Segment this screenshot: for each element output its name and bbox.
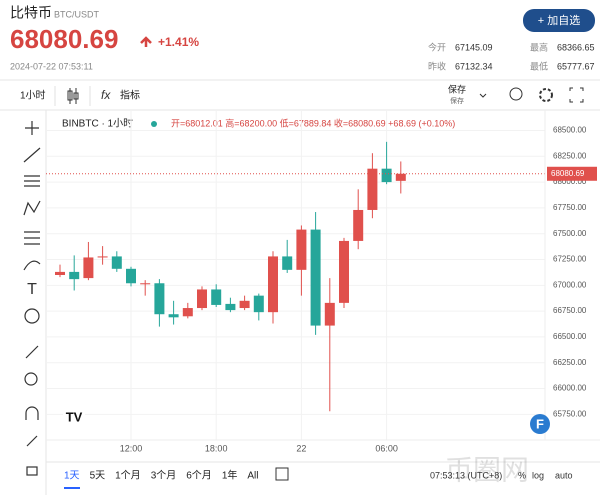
candle-body <box>140 283 151 285</box>
save[interactable]: 保存 <box>448 83 466 94</box>
plot <box>46 110 545 440</box>
coin-name: 比特币 <box>10 5 52 21</box>
svg-text:T: T <box>27 281 37 298</box>
y-tick-label: 67000.00 <box>553 280 587 289</box>
candle-body <box>182 308 193 317</box>
candle-icon[interactable] <box>67 88 79 104</box>
percent-toggle[interactable]: % <box>518 470 526 480</box>
candle-body <box>197 289 207 309</box>
candle-body <box>296 229 307 270</box>
y-tick-label: 68250.00 <box>553 151 587 160</box>
watch-button[interactable] <box>523 9 595 32</box>
stat-value: 68366.65 <box>557 42 595 52</box>
range-button[interactable]: 6个月 <box>186 470 212 482</box>
range-button[interactable]: 3个月 <box>151 470 177 482</box>
candle-body <box>367 168 378 210</box>
candle-body <box>126 268 136 284</box>
x-tick-label: 12:00 <box>120 443 143 453</box>
candle-body <box>239 300 250 309</box>
fullscreen-icon[interactable] <box>569 87 584 103</box>
range-button[interactable]: 1天 <box>64 471 80 482</box>
y-tick-label: 65750.00 <box>553 409 587 418</box>
candle-body <box>55 271 65 275</box>
stat-label: 昨收 <box>428 60 446 71</box>
range-button[interactable]: 1年 <box>222 469 238 482</box>
candle-body <box>211 289 222 305</box>
fx-icon[interactable]: fx <box>101 88 111 102</box>
stat-value: 67132.34 <box>455 61 493 71</box>
watermark: 币圈网 <box>445 454 529 485</box>
status-dot <box>151 121 157 127</box>
tv-logo <box>63 408 85 428</box>
candle-body <box>395 173 406 181</box>
candle-body <box>268 256 278 313</box>
candle-body <box>83 257 94 279</box>
y-tick-label: 66750.00 <box>553 306 587 315</box>
f-badge-text[interactable]: F <box>536 416 544 431</box>
stat-label: 最低 <box>530 60 548 71</box>
stat-value: 65777.67 <box>557 61 595 71</box>
log-toggle[interactable]: log <box>532 470 544 480</box>
settings-icon[interactable] <box>539 88 553 102</box>
range-button[interactable]: All <box>247 471 258 482</box>
candle-body <box>282 256 293 270</box>
x-tick-label: 22 <box>296 443 306 453</box>
candle-body <box>253 295 264 313</box>
stat-value: 67145.09 <box>455 42 493 52</box>
search-icon[interactable] <box>509 87 523 101</box>
y-tick-label: 66250.00 <box>553 358 587 367</box>
y-tick-label: 66500.00 <box>553 332 587 341</box>
candle-body <box>381 168 392 183</box>
candle-body <box>69 271 80 280</box>
last-price-tag <box>547 166 597 181</box>
range-button[interactable]: 5天 <box>90 471 106 482</box>
stat-label: 最高 <box>530 41 548 52</box>
change: +1.41% <box>158 35 199 49</box>
indicators[interactable]: 指标 <box>120 89 140 102</box>
legend-ohlc: 开=68012.01 高=68200.00 低=67889.84 收=68080… <box>171 117 455 128</box>
y-tick-label: 68500.00 <box>553 126 587 135</box>
candle-body <box>111 256 122 269</box>
stat-label: 今开 <box>428 41 446 52</box>
y-tick-label: 67750.00 <box>553 203 587 212</box>
tv-logo-text: TV <box>66 409 83 424</box>
candle-body <box>353 209 364 241</box>
dropdown[interactable] <box>479 93 487 98</box>
candle-body <box>225 303 236 311</box>
y-tick-label: 67500.00 <box>553 229 587 238</box>
pair: BTC/USDT <box>54 9 100 19</box>
watch-button-label[interactable]: + 加自选 <box>538 14 580 27</box>
calendar-icon[interactable] <box>275 467 289 481</box>
candle-body <box>310 229 321 326</box>
candle-body <box>168 314 179 318</box>
timestamp: 2024-07-22 07:53:11 <box>10 61 93 71</box>
y-tick-label: 66000.00 <box>553 384 587 393</box>
interval[interactable]: 1小时 <box>20 90 46 102</box>
last-price-label: 68080.69 <box>551 169 585 178</box>
y-tick-label: 67250.00 <box>553 255 587 264</box>
auto-toggle[interactable]: auto <box>555 470 573 480</box>
x-tick-label: 18:00 <box>205 443 228 453</box>
candle-body <box>324 302 335 326</box>
price: 68080.69 <box>10 24 118 54</box>
x-tick-label: 06:00 <box>375 443 398 453</box>
f-badge[interactable] <box>530 414 550 434</box>
up-arrow <box>140 36 152 47</box>
candle-body <box>154 283 165 315</box>
drawing-tools[interactable]: T <box>23 121 41 476</box>
candle-body <box>339 240 349 303</box>
save-sub[interactable]: 保存 <box>450 96 464 105</box>
y-tick-label: 68000.00 <box>553 177 587 186</box>
range-button[interactable]: 1个月 <box>115 470 141 482</box>
clock: 07:53:13 (UTC+8) <box>430 470 502 480</box>
legend-symbol: BINBTC · 1小时 <box>62 118 133 130</box>
candle-body <box>97 256 108 258</box>
